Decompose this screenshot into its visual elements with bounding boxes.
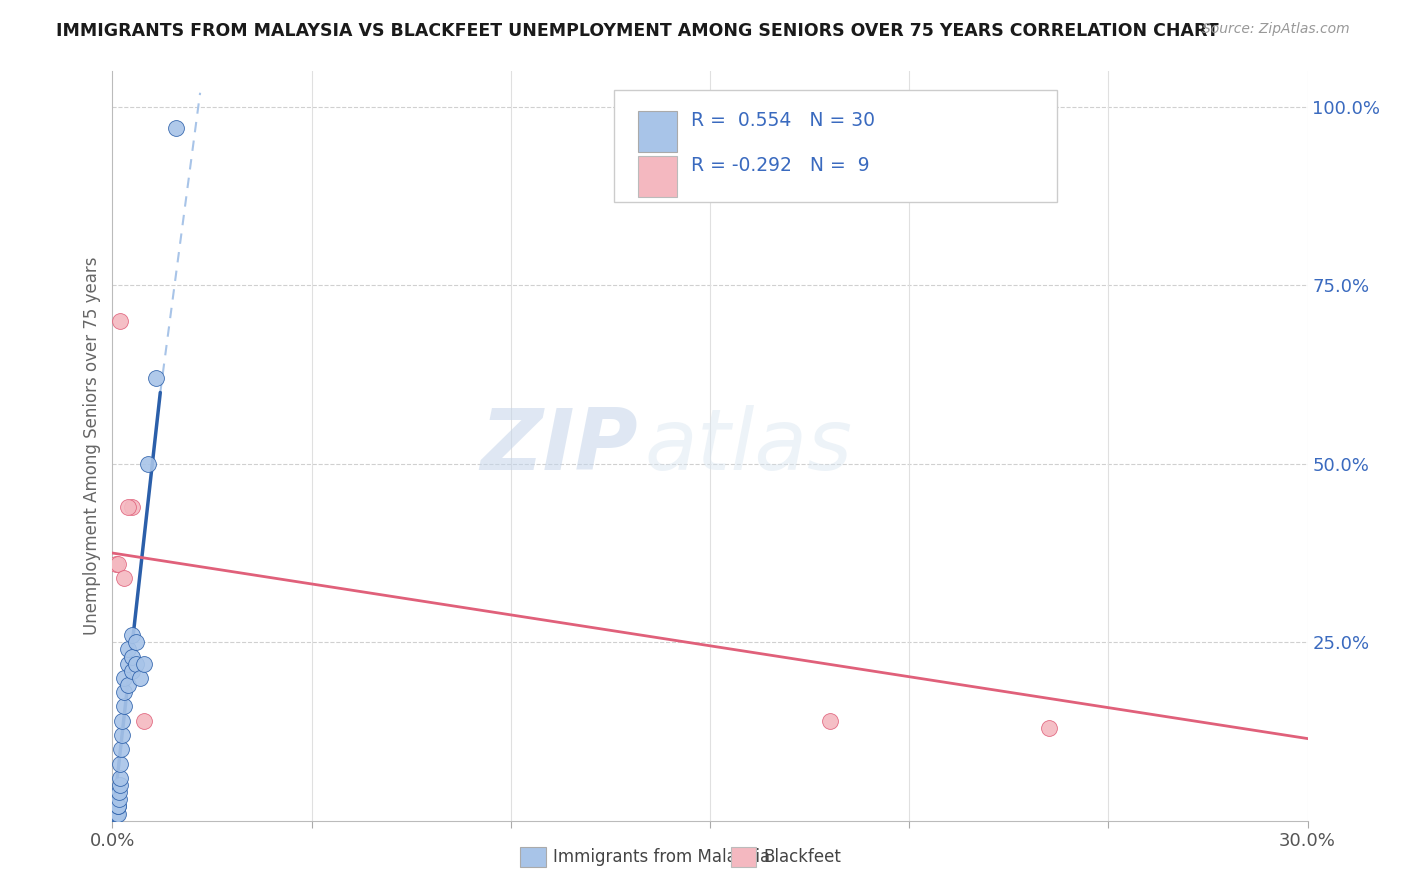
Point bbox=[110, 742, 132, 756]
Point bbox=[104, 806, 127, 821]
Point bbox=[114, 571, 135, 585]
Point bbox=[107, 557, 129, 571]
Text: R = -0.292   N =  9: R = -0.292 N = 9 bbox=[690, 155, 869, 175]
Point bbox=[165, 121, 187, 136]
Point bbox=[107, 799, 129, 814]
Point bbox=[117, 678, 139, 692]
Text: Blackfeet: Blackfeet bbox=[763, 848, 841, 866]
Point bbox=[110, 771, 132, 785]
Point bbox=[105, 557, 128, 571]
Text: ZIP: ZIP bbox=[481, 404, 638, 488]
Point bbox=[114, 699, 135, 714]
Text: atlas: atlas bbox=[644, 404, 852, 488]
Point bbox=[108, 792, 131, 806]
Point bbox=[121, 628, 143, 642]
Point bbox=[108, 785, 131, 799]
Point bbox=[125, 635, 148, 649]
Point bbox=[114, 671, 135, 685]
Text: Immigrants from Malaysia: Immigrants from Malaysia bbox=[553, 848, 769, 866]
Point bbox=[105, 806, 128, 821]
FancyBboxPatch shape bbox=[638, 111, 676, 152]
Point bbox=[117, 657, 139, 671]
Point bbox=[117, 642, 139, 657]
Point bbox=[129, 671, 152, 685]
Point bbox=[121, 649, 143, 664]
Point bbox=[125, 657, 148, 671]
Point bbox=[121, 500, 143, 514]
Point bbox=[134, 657, 156, 671]
Point bbox=[111, 714, 134, 728]
Point bbox=[1038, 721, 1060, 735]
Text: IMMIGRANTS FROM MALAYSIA VS BLACKFEET UNEMPLOYMENT AMONG SENIORS OVER 75 YEARS C: IMMIGRANTS FROM MALAYSIA VS BLACKFEET UN… bbox=[56, 22, 1219, 40]
Point bbox=[108, 778, 131, 792]
Point bbox=[121, 664, 143, 678]
Point bbox=[107, 799, 129, 814]
FancyBboxPatch shape bbox=[614, 90, 1057, 202]
Point bbox=[138, 457, 160, 471]
Point bbox=[145, 371, 167, 385]
Point bbox=[117, 500, 139, 514]
Y-axis label: Unemployment Among Seniors over 75 years: Unemployment Among Seniors over 75 years bbox=[83, 257, 101, 635]
Point bbox=[134, 714, 156, 728]
Text: R =  0.554   N = 30: R = 0.554 N = 30 bbox=[690, 111, 875, 129]
Point bbox=[110, 314, 132, 328]
Text: Source: ZipAtlas.com: Source: ZipAtlas.com bbox=[1202, 22, 1350, 37]
Point bbox=[111, 728, 134, 742]
FancyBboxPatch shape bbox=[638, 155, 676, 197]
Point bbox=[114, 685, 135, 699]
Point bbox=[818, 714, 841, 728]
Point bbox=[107, 806, 129, 821]
Point bbox=[105, 806, 128, 821]
Point bbox=[110, 756, 132, 771]
